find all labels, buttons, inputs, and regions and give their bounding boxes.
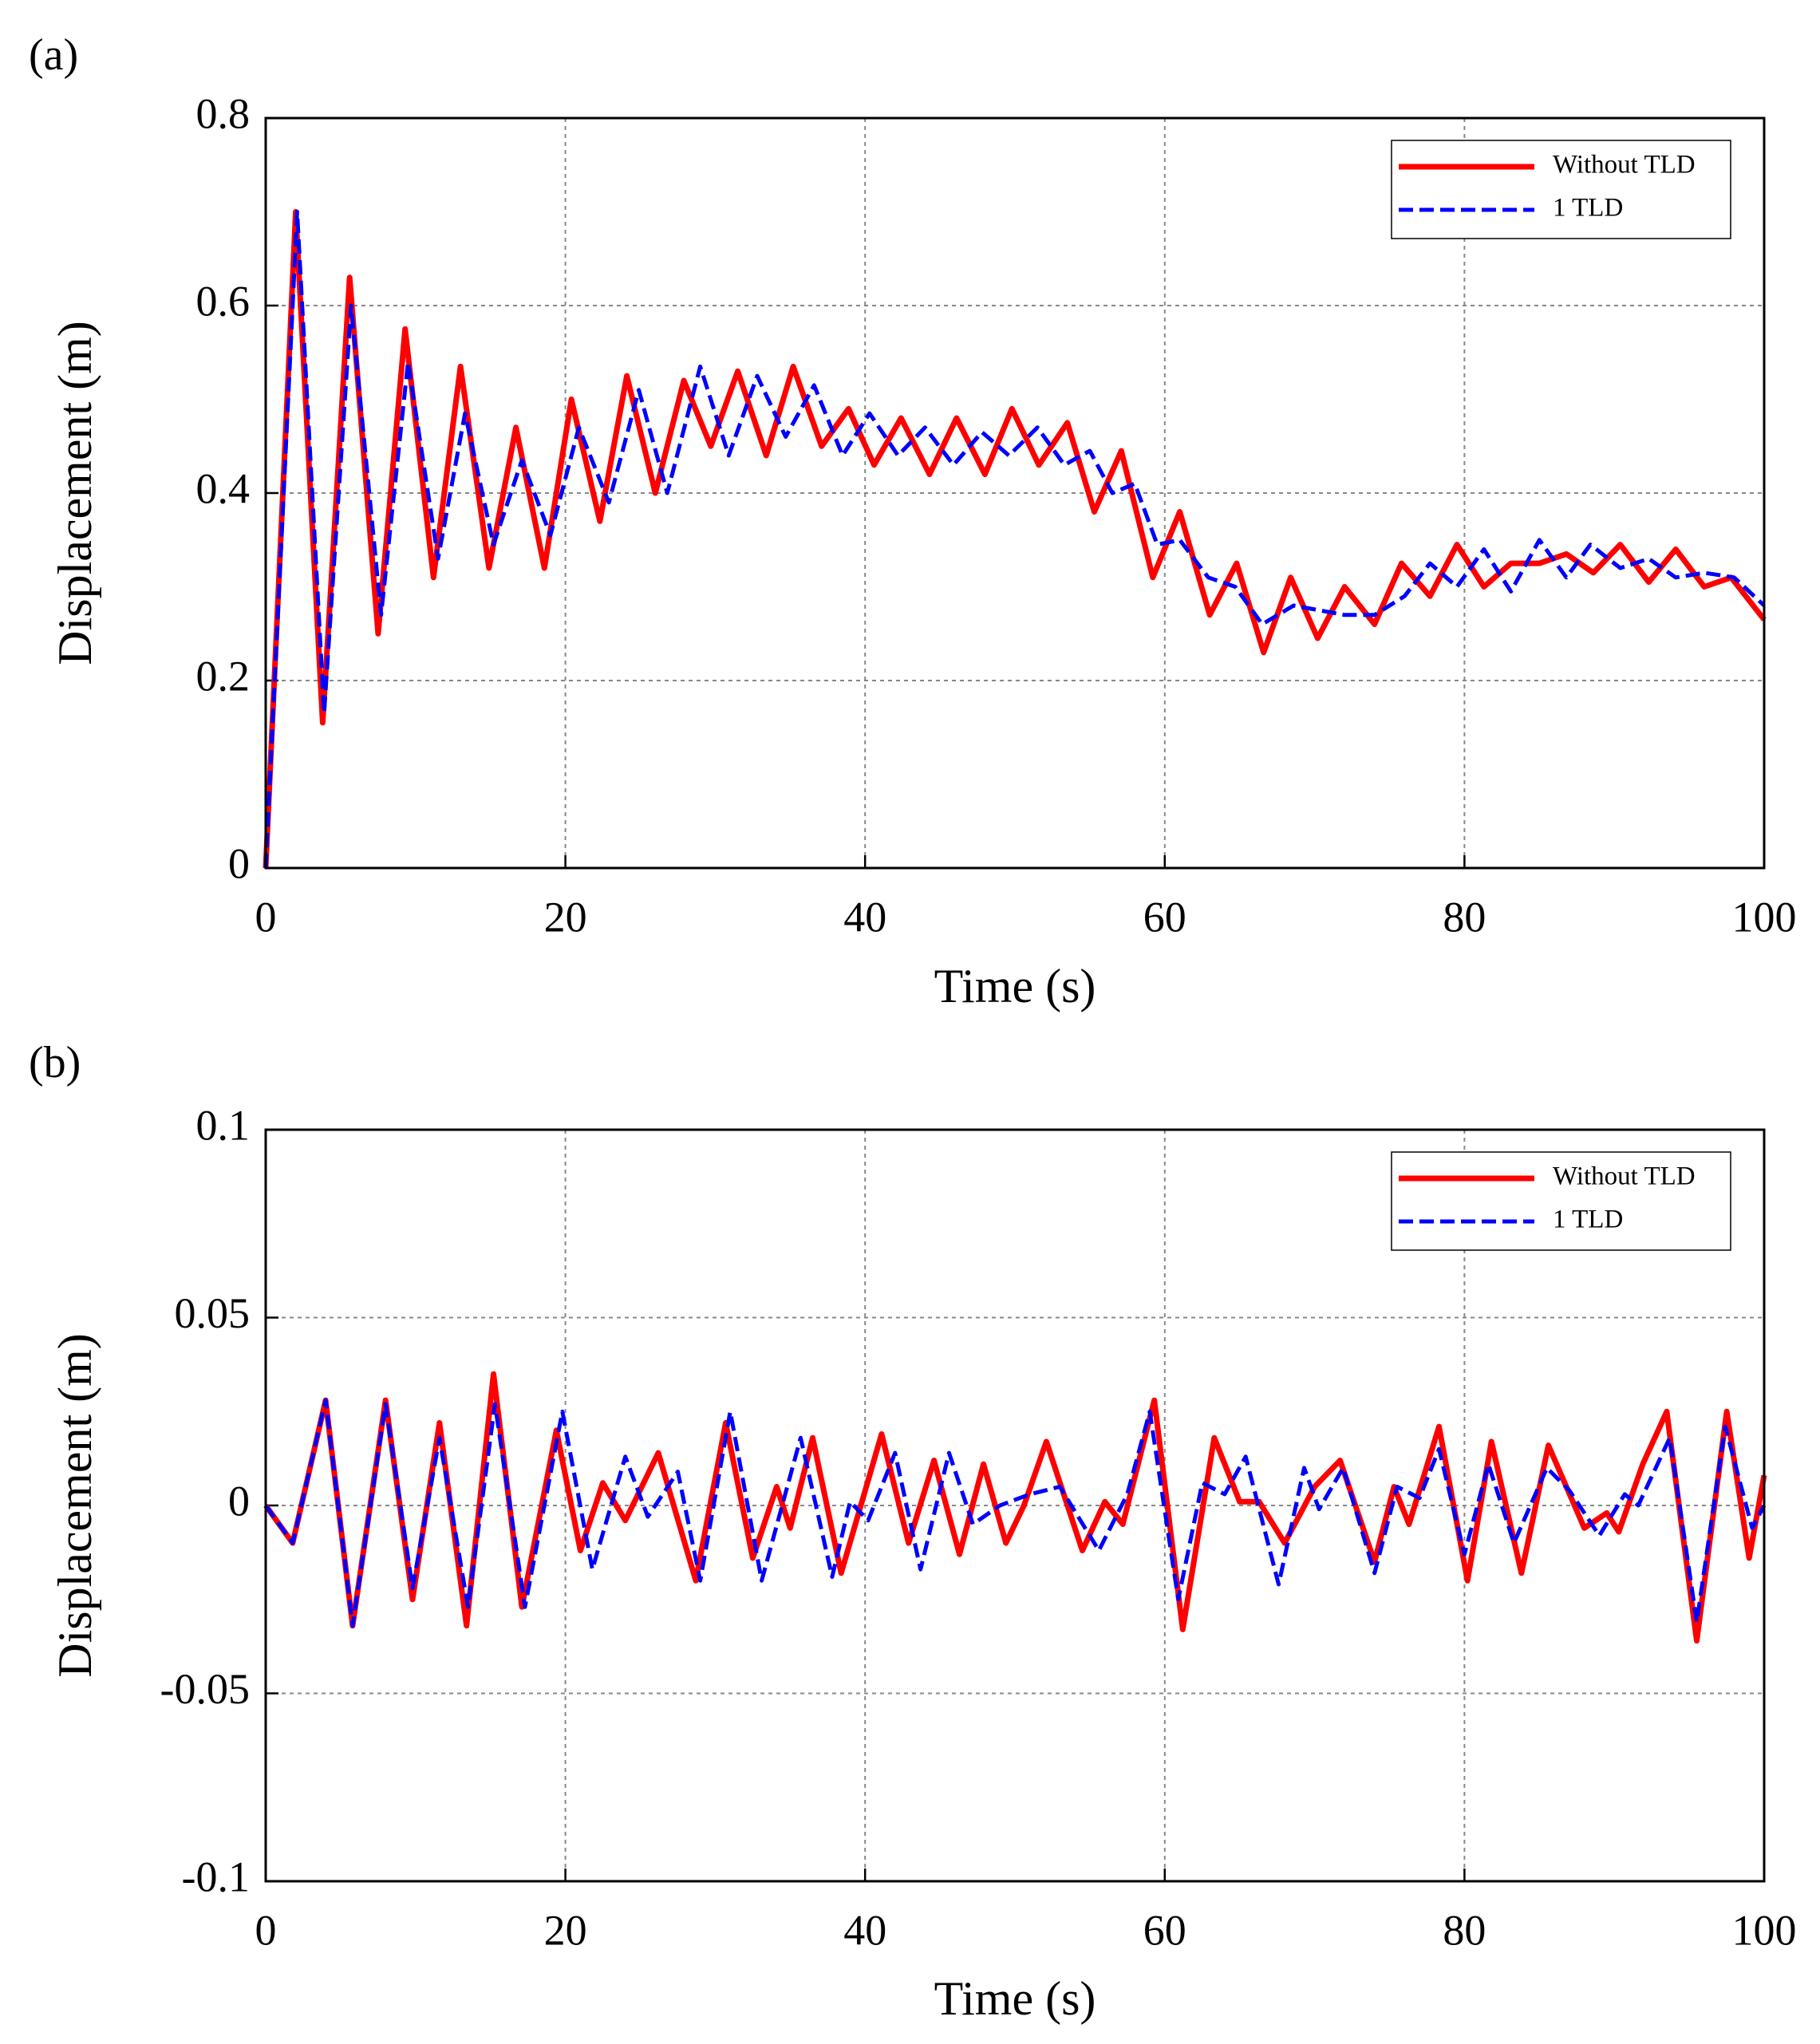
x-tick-label: 0 (255, 1906, 277, 1954)
x-tick-label: 20 (544, 893, 587, 941)
y-tick-label: 0 (228, 1477, 250, 1525)
legend-label: Without TLD (1553, 151, 1696, 180)
x-axis-label: Time (s) (934, 1972, 1096, 2025)
legend-label: 1 TLD (1553, 194, 1623, 223)
x-tick-label: 40 (843, 893, 886, 941)
x-tick-label: 40 (843, 1906, 886, 1954)
x-tick-label: 20 (544, 1906, 587, 1954)
y-tick-label: 0.2 (196, 652, 251, 700)
y-tick-label: -0.05 (160, 1665, 250, 1713)
x-tick-label: 60 (1143, 893, 1186, 941)
y-axis-label: Displacement (m) (49, 1333, 101, 1678)
panel-label: (b) (29, 1038, 81, 1087)
x-tick-label: 100 (1732, 1906, 1797, 1954)
y-tick-label: -0.1 (182, 1853, 250, 1900)
y-tick-label: 0.4 (196, 464, 251, 512)
series-line (263, 1371, 1767, 1644)
y-tick-label: 0.1 (196, 1101, 251, 1149)
x-tick-label: 80 (1443, 893, 1486, 941)
series-line (263, 210, 1766, 869)
y-tick-label: 0 (228, 839, 250, 887)
x-tick-label: 80 (1443, 1906, 1486, 1954)
y-tick-label: 0.6 (196, 277, 251, 325)
y-tick-label: 0.05 (175, 1289, 251, 1337)
legend-label: Without TLD (1553, 1162, 1696, 1191)
panel-label: (a) (29, 30, 78, 80)
legend-box (1391, 1151, 1731, 1251)
x-tick-label: 60 (1143, 1906, 1186, 1954)
y-tick-label: 0.8 (196, 89, 251, 137)
series-line (263, 1398, 1767, 1628)
legend-label: 1 TLD (1553, 1205, 1623, 1234)
y-axis-label: Displacement (m) (49, 321, 101, 665)
x-tick-label: 100 (1732, 893, 1797, 941)
plot-frame (264, 116, 1766, 870)
plot-frame (264, 1128, 1766, 1883)
x-tick-label: 0 (255, 893, 277, 941)
x-axis-label: Time (s) (934, 960, 1096, 1012)
legend-box (1391, 140, 1731, 239)
series-line (263, 209, 1767, 869)
